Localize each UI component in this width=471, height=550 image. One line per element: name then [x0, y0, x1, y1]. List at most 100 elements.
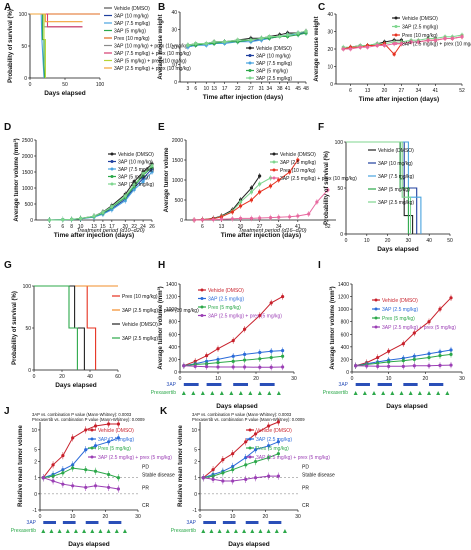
series-line [43, 467, 119, 479]
series-line [202, 421, 279, 479]
series-line [30, 13, 45, 79]
panel-i: I 0 200 400 600 800 1000 1200 1400 0 10 20 30 Days el… [318, 260, 465, 410]
legend-marker [248, 455, 252, 459]
y-tick-label: 0 [30, 218, 33, 224]
legend-label: 3AP (2.5 mg/kg) + prex (10 mg/kg) [402, 42, 471, 48]
data-point [231, 359, 235, 363]
data-point [205, 365, 209, 369]
legend-marker [110, 167, 114, 171]
data-point [253, 448, 258, 452]
data-point [288, 215, 292, 219]
x-tick-label: 10 [78, 224, 84, 230]
p-value-annotation: Prexasertib vs. combination P value (Man… [32, 417, 145, 422]
treatment-row-label: 3AP [167, 382, 177, 388]
x-tick-label: 0 [345, 238, 348, 244]
x-axis-label: Time after injection (days) [221, 232, 301, 239]
data-point [243, 365, 247, 369]
response-label: PR [142, 485, 149, 491]
legend-marker [272, 168, 276, 172]
dosing-triangle [49, 529, 54, 533]
data-point [427, 364, 431, 368]
data-point [194, 41, 198, 46]
legend-label: 3AP (2.5 mg/kg) + prex (10 mg/kg) [280, 176, 357, 182]
dosing-triangle [250, 529, 255, 533]
legend-marker [394, 16, 398, 20]
data-point [427, 355, 431, 360]
data-point [438, 350, 442, 354]
data-point [182, 364, 186, 368]
legend-marker [200, 314, 204, 317]
legend-label: 3AP (2.5 mg/kg) + prex (10 mg/kg) [122, 308, 199, 314]
legend-marker [394, 42, 398, 45]
data-point [200, 218, 204, 222]
data-point [277, 215, 281, 219]
y-tick-label: 1 [34, 476, 37, 482]
legend-marker [394, 25, 398, 28]
legend-label: Prex (10 mg/kg) [280, 168, 316, 174]
legend-marker [394, 33, 398, 37]
data-point [409, 40, 413, 44]
x-tick-label: 24 [140, 224, 146, 230]
legend-label: 3AP (10 mg/kg) [256, 54, 291, 60]
y-tick-label: 20 [327, 47, 333, 53]
x-tick-label: 6 [201, 224, 204, 230]
x-tick-label: 0 [199, 514, 202, 520]
x-tick-label: 27 [399, 88, 405, 94]
legend-label: Prex (5 mg/kg) [98, 446, 131, 452]
data-point [382, 43, 387, 48]
x-axis-label: Days elapsed [55, 382, 97, 389]
y-tick-label: 5 [34, 448, 37, 454]
legend-marker [272, 152, 276, 156]
data-point [71, 466, 75, 470]
data-point [212, 40, 216, 44]
legend-label: 3AP (2.5 mg/kg) [256, 76, 292, 82]
legend-marker [248, 446, 252, 450]
data-point [253, 476, 258, 480]
dosing-bar [62, 521, 76, 524]
dosing-bar [403, 383, 418, 386]
treatment-row-label: 3AP [27, 520, 37, 526]
response-label: Stable disease [142, 473, 175, 479]
dosing-bar [206, 383, 222, 386]
p-value-annotation: 3AP vs. combination P value (Mann-Whitne… [32, 412, 132, 417]
x-tick-label: 20 [382, 88, 388, 94]
dosing-triangle [98, 529, 103, 533]
data-point [110, 204, 114, 209]
legend-label: Vehicle (DMSO) [402, 16, 438, 22]
data-point [61, 482, 65, 486]
dosing-triangle [276, 391, 281, 395]
panel-letter: F [318, 122, 324, 133]
x-tick-label: 52 [325, 224, 331, 230]
data-point [258, 190, 262, 194]
legend-marker [110, 152, 114, 156]
data-point [93, 469, 98, 473]
legend-label: 3AP (10 mg/kg) + prex (10 mg/kg) [114, 44, 190, 50]
dosing-triangle [282, 529, 287, 533]
data-point [376, 355, 380, 360]
y-tick-label: 1400 [338, 282, 349, 288]
dosing-triangle [217, 529, 222, 533]
data-point [249, 190, 254, 194]
data-point [354, 364, 358, 368]
x-tick-label: 20 [122, 224, 128, 230]
data-point [253, 460, 258, 464]
y-axis-label: Average tumor volume (mm³) [13, 138, 20, 221]
data-point [460, 35, 464, 39]
dosing-triangle [362, 391, 367, 395]
legend-label: 3AP (2.5 mg/kg) [378, 200, 414, 206]
data-point [438, 363, 442, 367]
data-point [47, 218, 51, 222]
x-tick-label: 31 [259, 86, 265, 92]
x-axis-label: Time after injection (days) [203, 94, 283, 101]
x-axis-label: Days elapsed [228, 541, 270, 548]
data-point [267, 456, 271, 460]
legend-label: Vehicle (DMSO) [114, 6, 150, 12]
data-point [231, 479, 235, 483]
treatment-row-label: Prexasertib [11, 528, 37, 534]
dosing-triangle [210, 391, 215, 395]
legend-marker [248, 54, 252, 57]
data-point [61, 218, 65, 222]
data-point [259, 36, 263, 40]
